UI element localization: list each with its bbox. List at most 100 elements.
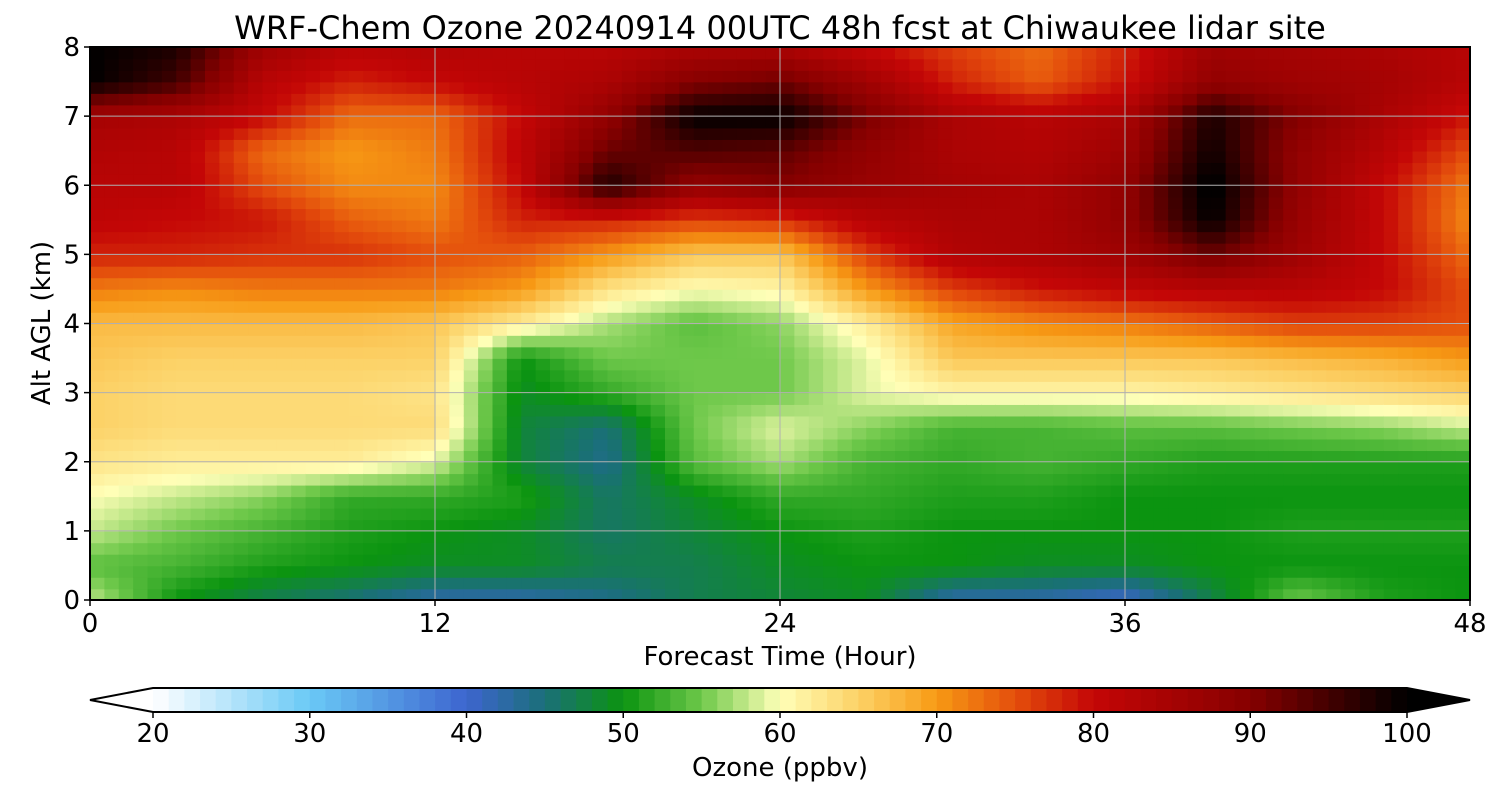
heatmap-cell (233, 70, 249, 83)
heatmap-cell (305, 288, 321, 302)
heatmap-cell (205, 58, 221, 71)
heatmap-cell (1398, 47, 1414, 60)
heatmap-cell (420, 277, 436, 290)
heatmap-cell (449, 484, 465, 498)
heatmap-cell (1398, 254, 1414, 267)
heatmap-cell (262, 530, 278, 544)
heatmap-cell (118, 565, 134, 578)
heatmap-cell (564, 58, 580, 71)
heatmap-cell (233, 369, 249, 382)
heatmap-cell (391, 208, 408, 221)
heatmap-cell (550, 565, 566, 578)
heatmap-cell (377, 242, 393, 256)
heatmap-cell (650, 196, 666, 210)
heatmap-cell (1139, 427, 1155, 440)
heatmap-cell (233, 277, 249, 290)
heatmap-cell (650, 265, 666, 279)
heatmap-cell (291, 265, 307, 279)
heatmap-cell (291, 150, 307, 164)
heatmap-cell (1225, 496, 1241, 509)
heatmap-cell (1369, 369, 1385, 382)
heatmap-cell (794, 173, 810, 187)
heatmap-cell (1441, 231, 1457, 244)
heatmap-cell (348, 70, 364, 83)
heatmap-cell (1311, 427, 1328, 440)
heatmap-cell (751, 208, 767, 221)
heatmap-cell (1196, 335, 1213, 348)
heatmap-cell (1355, 58, 1371, 71)
heatmap-cell (736, 277, 753, 290)
heatmap-cell (262, 219, 278, 233)
heatmap-cell (736, 381, 753, 394)
heatmap-cell (1153, 369, 1169, 382)
heatmap-cell (621, 162, 638, 175)
heatmap-cell (923, 553, 939, 567)
heatmap-cell (823, 427, 839, 440)
heatmap-cell (679, 335, 695, 348)
heatmap-cell (391, 93, 408, 106)
heatmap-cell (521, 392, 537, 405)
heatmap-cell (1311, 58, 1328, 71)
heatmap-cell (348, 242, 364, 256)
colorbar-segment (1109, 688, 1126, 712)
heatmap-cell (463, 173, 479, 187)
heatmap-cell (1311, 438, 1328, 452)
heatmap-cell (1010, 219, 1026, 233)
heatmap-cell (161, 139, 178, 152)
heatmap-cell (851, 242, 868, 256)
heatmap-cell (895, 127, 911, 140)
heatmap-cell (1297, 530, 1313, 544)
heatmap-cell (521, 277, 537, 290)
heatmap-cell (636, 139, 652, 152)
heatmap-cell (564, 323, 580, 336)
heatmap-cell (952, 70, 968, 83)
heatmap-cell (851, 104, 868, 117)
heatmap-cell (291, 242, 307, 256)
heatmap-cell (794, 127, 810, 140)
heatmap-cell (535, 519, 551, 532)
heatmap-cell (90, 70, 106, 83)
heatmap-cell (377, 265, 393, 279)
heatmap-cell (636, 496, 652, 509)
heatmap-cell (248, 565, 264, 578)
heatmap-cell (1196, 93, 1213, 106)
heatmap-cell (966, 196, 983, 210)
heatmap-cell (636, 542, 652, 555)
heatmap-cell (535, 450, 551, 463)
heatmap-cell (492, 553, 508, 567)
heatmap-cell (765, 139, 781, 152)
heatmap-cell (1254, 277, 1270, 290)
colorbar-segment (403, 688, 420, 712)
heatmap-cell (593, 81, 609, 94)
heatmap-cell (1024, 150, 1040, 164)
colorbar-segment (560, 688, 577, 712)
heatmap-cell (722, 484, 738, 498)
heatmap-cell (363, 150, 379, 164)
heatmap-cell (176, 265, 192, 279)
heatmap-cell (161, 58, 178, 71)
heatmap-cell (1455, 450, 1470, 463)
heatmap-cell (621, 104, 638, 117)
heatmap-cell (205, 277, 221, 290)
heatmap-cell (478, 358, 494, 371)
heatmap-cell (1412, 588, 1428, 600)
heatmap-cell (391, 288, 408, 302)
heatmap-cell (1053, 484, 1069, 498)
heatmap-cell (1081, 461, 1098, 475)
heatmap-cell (176, 116, 192, 129)
heatmap-cell (377, 519, 393, 532)
heatmap-cell (176, 254, 192, 267)
heatmap-cell (952, 346, 968, 359)
heatmap-cell (535, 553, 551, 567)
heatmap-cell (952, 484, 968, 498)
heatmap-cell (118, 496, 134, 509)
heatmap-cell (334, 81, 350, 94)
heatmap-cell (406, 358, 422, 371)
heatmap-cell (248, 588, 264, 600)
heatmap-cell (665, 150, 681, 164)
heatmap-cell (1297, 150, 1313, 164)
heatmap-cell (952, 553, 968, 567)
heatmap-cell (808, 58, 824, 71)
heatmap-cell (1010, 369, 1026, 382)
heatmap-cell (1096, 530, 1112, 544)
